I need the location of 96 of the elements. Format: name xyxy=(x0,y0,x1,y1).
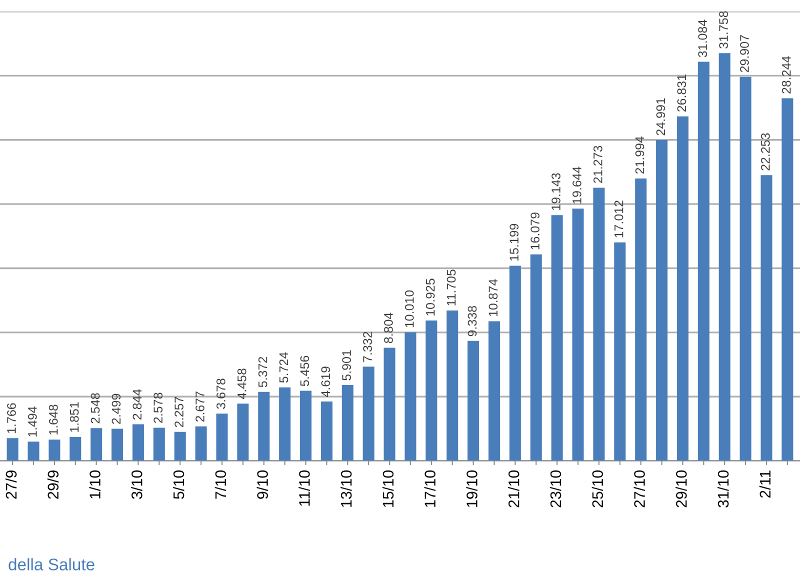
bar xyxy=(174,432,186,461)
data-label: 3.678 xyxy=(216,378,226,409)
data-label: 2.578 xyxy=(154,392,163,423)
bar xyxy=(446,310,458,461)
data-label: 4.458 xyxy=(237,368,246,400)
bar xyxy=(760,175,772,461)
bar xyxy=(279,387,291,461)
data-label: 10.010 xyxy=(404,290,414,328)
bar xyxy=(656,140,668,461)
x-tick-label: 27/10 xyxy=(634,470,645,508)
bar xyxy=(551,215,563,461)
x-tick-label: 9/10 xyxy=(256,470,268,499)
x-tick-label: 3/10 xyxy=(131,470,142,499)
x-tick-label: 29/9 xyxy=(47,470,59,499)
data-label: 7.332 xyxy=(363,332,372,362)
data-label: 10.874 xyxy=(488,279,498,316)
x-tick-label: 7/10 xyxy=(214,470,226,499)
bar xyxy=(404,332,416,461)
data-label: 17.012 xyxy=(614,200,624,238)
bar xyxy=(6,438,18,461)
data-label: 2.548 xyxy=(90,393,100,424)
data-label: 10.925 xyxy=(426,278,435,316)
bar xyxy=(509,266,521,461)
data-label: 1.648 xyxy=(48,404,58,435)
bar xyxy=(530,254,542,461)
data-label: 5.372 xyxy=(258,357,268,388)
x-tick-label: 29/10 xyxy=(676,470,687,508)
data-label: 5.456 xyxy=(300,356,310,386)
data-label: 24.991 xyxy=(656,98,666,136)
bar xyxy=(112,428,124,461)
bar xyxy=(132,424,144,461)
bar xyxy=(384,348,396,461)
bar xyxy=(740,76,752,461)
data-label: 2.844 xyxy=(132,389,142,420)
data-label: 21.273 xyxy=(593,146,602,183)
bar xyxy=(342,385,354,461)
data-label: 31.758 xyxy=(719,11,728,48)
bar xyxy=(216,414,228,461)
data-label: 2.499 xyxy=(112,394,121,424)
data-label: 1.494 xyxy=(28,406,37,436)
x-tick-label: 5/10 xyxy=(172,470,184,499)
x-tick-label: 11/10 xyxy=(298,470,310,506)
data-label: 31.084 xyxy=(698,20,708,58)
data-label: 16.079 xyxy=(530,212,540,250)
bar xyxy=(237,404,249,461)
bar xyxy=(195,426,207,461)
bar xyxy=(676,116,688,461)
bar xyxy=(362,366,374,461)
data-label: 19.644 xyxy=(572,166,582,204)
data-label: 28.244 xyxy=(782,56,791,94)
data-label: 21.994 xyxy=(635,136,644,174)
bar xyxy=(572,208,584,461)
data-label: 1.766 xyxy=(7,403,16,434)
bar xyxy=(468,340,480,461)
bar xyxy=(90,428,102,461)
x-tick-label: 13/10 xyxy=(340,470,352,507)
x-tick-label: 17/10 xyxy=(424,470,436,507)
text: della Salute xyxy=(8,558,94,570)
x-tick-label: 19/10 xyxy=(466,470,478,507)
bar xyxy=(488,321,500,461)
data-label: 29.907 xyxy=(740,35,749,72)
data-label: 8.804 xyxy=(384,312,393,344)
bar xyxy=(614,242,626,461)
data-label: 1.851 xyxy=(70,402,79,432)
bar xyxy=(635,178,647,461)
bar xyxy=(426,320,438,461)
data-label: 22.253 xyxy=(760,133,770,170)
bar xyxy=(698,62,710,461)
bar xyxy=(258,392,270,461)
data-label: 15.199 xyxy=(510,224,519,261)
x-tick-label: 23/10 xyxy=(550,470,562,508)
bar xyxy=(593,188,605,461)
bar xyxy=(300,390,312,461)
data-label: 5.724 xyxy=(279,352,288,383)
data-label: 2.677 xyxy=(196,392,204,422)
bar xyxy=(70,437,82,461)
data-label: 9.338 xyxy=(468,306,477,336)
data-label: 5.901 xyxy=(342,350,351,380)
x-tick-label: 21/10 xyxy=(508,470,520,508)
data-label: 4.619 xyxy=(321,366,330,398)
x-tick-label: 1/10 xyxy=(89,470,100,498)
data-label: 11.705 xyxy=(446,270,456,306)
data-label: 26.831 xyxy=(677,74,686,112)
bar xyxy=(28,442,40,461)
bar xyxy=(782,98,794,461)
bar xyxy=(48,440,60,461)
data-label: 19.143 xyxy=(552,173,560,210)
bar xyxy=(718,53,730,461)
x-tick-label: 2/11 xyxy=(759,470,771,498)
data-label: 2.257 xyxy=(174,397,184,428)
x-tick-label: 25/10 xyxy=(592,470,604,508)
bar xyxy=(153,428,165,461)
x-tick-label: 15/10 xyxy=(382,470,394,507)
x-tick-label: 31/10 xyxy=(717,470,729,508)
x-tick-label: 27/9 xyxy=(5,470,17,499)
bar xyxy=(320,402,332,461)
